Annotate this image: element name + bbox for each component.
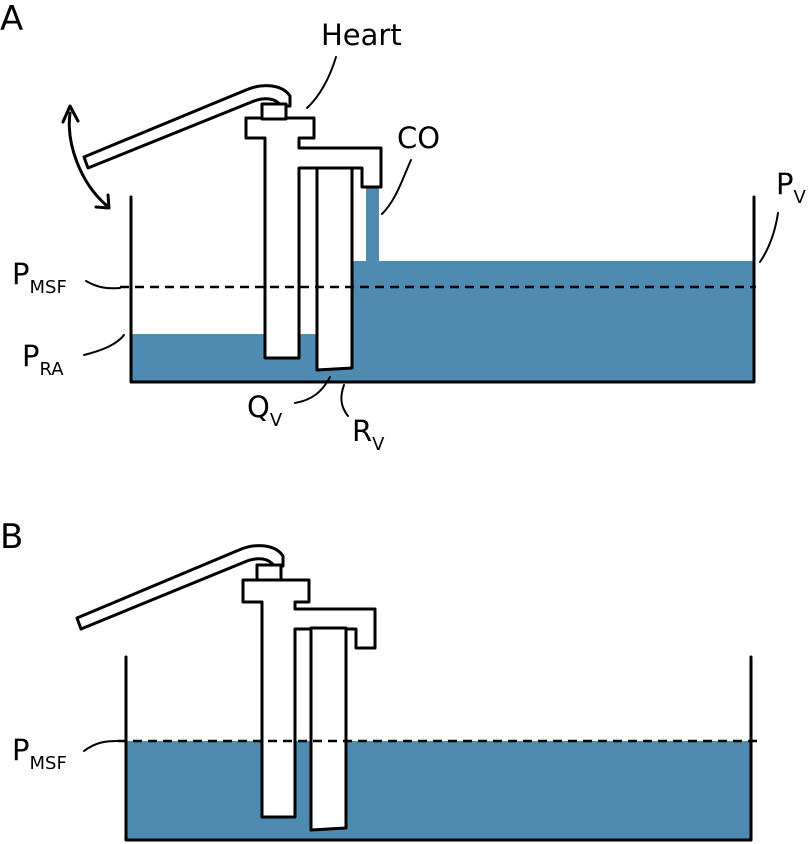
- pmsf-label-b: PMSF: [12, 733, 67, 774]
- pump-arrow-head-down: [94, 193, 111, 210]
- pmsf-leader-b: [83, 740, 119, 752]
- venous-reservoir-water: [353, 261, 754, 382]
- panel-a-letter: A: [0, 0, 23, 39]
- pump-cap-b: [255, 563, 283, 582]
- pra-leader: [83, 334, 125, 356]
- heart-leader: [306, 56, 337, 109]
- pv-leader: [759, 212, 779, 263]
- pv-label: PV: [776, 167, 807, 208]
- heart-pump-b: [241, 578, 377, 819]
- pump-arrow-head-up: [61, 104, 80, 124]
- pump-arrow: [67, 111, 108, 207]
- co-label: CO: [397, 121, 440, 155]
- cardiac-output-stream: [366, 187, 379, 263]
- qv-label: QV: [247, 390, 283, 431]
- panel-b-letter: B: [0, 517, 23, 557]
- venous-resistance-tube-b: [309, 626, 348, 832]
- tank-a: [129, 195, 756, 384]
- tank-b-water: [126, 741, 751, 840]
- rv-label: RV: [352, 414, 385, 455]
- panel-a: A Heart CO PV PMSF PRA QV: [0, 0, 807, 455]
- pra-label: PRA: [22, 339, 64, 380]
- venous-resistance-tube-a: [315, 166, 354, 372]
- pump-cap-a: [260, 102, 288, 121]
- tank-b: [124, 655, 753, 842]
- pmsf-leader-a: [85, 280, 121, 290]
- pmsf-label-a: PMSF: [12, 257, 67, 298]
- heart-pump-a: [244, 116, 383, 360]
- qv-leader: [294, 376, 331, 404]
- panel-b: B PMSF: [0, 517, 760, 842]
- co-leader: [381, 159, 412, 215]
- heart-label: Heart: [321, 18, 402, 52]
- rv-leader: [340, 384, 349, 417]
